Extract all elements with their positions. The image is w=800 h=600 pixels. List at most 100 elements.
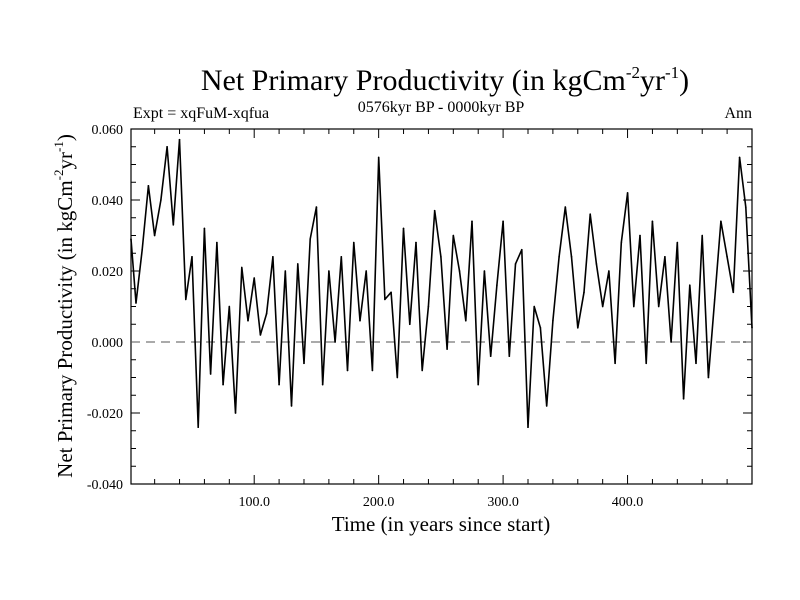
data-point (483, 270, 486, 272)
season-label: Ann (724, 105, 752, 122)
npp-series-line (130, 138, 753, 429)
data-point (309, 238, 312, 240)
data-point (141, 248, 144, 251)
data-point (477, 383, 480, 386)
y-tick-label-000: 0.000 (92, 336, 124, 351)
data-point (496, 284, 498, 287)
x-tick-label-300: 300.0 (487, 495, 519, 510)
data-point (153, 234, 156, 237)
data-point (359, 319, 361, 322)
data-point (259, 334, 262, 336)
data-point (533, 305, 536, 308)
data-point (346, 369, 349, 372)
data-point (209, 373, 212, 375)
data-point (695, 362, 697, 365)
data-point (427, 305, 430, 308)
data-point (464, 319, 467, 322)
data-point (328, 270, 330, 272)
data-point (334, 341, 336, 343)
data-point (720, 220, 722, 223)
x-tick-label-400: 400.0 (612, 495, 644, 510)
data-point (228, 305, 231, 308)
data-point (688, 284, 691, 287)
data-point (682, 398, 685, 400)
data-point (639, 234, 641, 237)
data-point (272, 255, 274, 258)
data-point (576, 327, 579, 329)
data-point (502, 220, 504, 223)
data-point (216, 241, 218, 244)
data-point (253, 277, 256, 279)
data-point (166, 145, 168, 148)
y-tick-label-neg040: -0.040 (87, 478, 123, 493)
y-tick-label-neg020: -0.020 (87, 407, 123, 422)
data-point (452, 234, 455, 237)
data-point (471, 220, 473, 223)
data-point (160, 199, 162, 201)
data-point (172, 224, 175, 226)
data-point (284, 270, 287, 272)
data-point (732, 291, 735, 294)
data-point (203, 227, 206, 230)
y-tick-label-020: 0.020 (92, 265, 124, 280)
period-label: 0576kyr BP - 0000kyr BP (358, 99, 525, 116)
data-point (384, 298, 386, 301)
data-point (440, 255, 442, 258)
data-point (135, 302, 137, 304)
data-point (340, 255, 343, 258)
data-point (371, 369, 374, 372)
data-point (707, 376, 710, 379)
data-point (701, 234, 704, 237)
axis-ticks (131, 128, 752, 485)
data-point (296, 263, 299, 265)
data-point (626, 192, 629, 194)
y-tick-label-060: 0.060 (92, 123, 124, 138)
data-point (744, 206, 747, 208)
data-point (197, 426, 200, 429)
data-point (508, 355, 511, 358)
data-point (738, 156, 741, 159)
data-point (433, 209, 436, 212)
data-point (178, 138, 181, 141)
data-point (240, 266, 243, 269)
data-point (446, 348, 448, 350)
data-point (130, 238, 132, 240)
data-point (147, 185, 150, 187)
data-point (589, 213, 592, 215)
experiment-label: Expt = xqFuM-xqfua (133, 105, 269, 122)
data-point (552, 319, 554, 322)
data-point (265, 312, 268, 315)
data-point (489, 355, 492, 358)
chart-title: Net Primary Productivity (in kgCm-2yr-1) (201, 63, 689, 97)
data-point (564, 206, 567, 208)
data-point (670, 341, 672, 343)
data-point (191, 255, 193, 258)
data-point (234, 412, 237, 414)
data-point (315, 206, 318, 208)
data-point (713, 298, 716, 301)
data-point (620, 241, 623, 244)
x-axis-label: Time (in years since start) (332, 512, 551, 536)
data-point (527, 426, 529, 429)
data-point (751, 327, 753, 329)
data-point (545, 405, 548, 407)
data-point (396, 376, 399, 379)
data-point (290, 405, 293, 407)
data-point (726, 255, 728, 258)
data-point (408, 323, 411, 326)
data-point (415, 241, 417, 244)
data-point (520, 248, 523, 251)
data-point (514, 263, 517, 265)
data-point (458, 270, 461, 272)
data-point (614, 362, 616, 365)
data-point (365, 270, 368, 272)
data-point (608, 270, 610, 272)
data-point (632, 305, 635, 308)
data-point (645, 362, 648, 365)
data-point (539, 327, 542, 329)
data-point (402, 227, 405, 230)
x-tick-label-200: 200.0 (363, 495, 395, 510)
data-point (321, 383, 324, 386)
data-point (601, 305, 604, 308)
